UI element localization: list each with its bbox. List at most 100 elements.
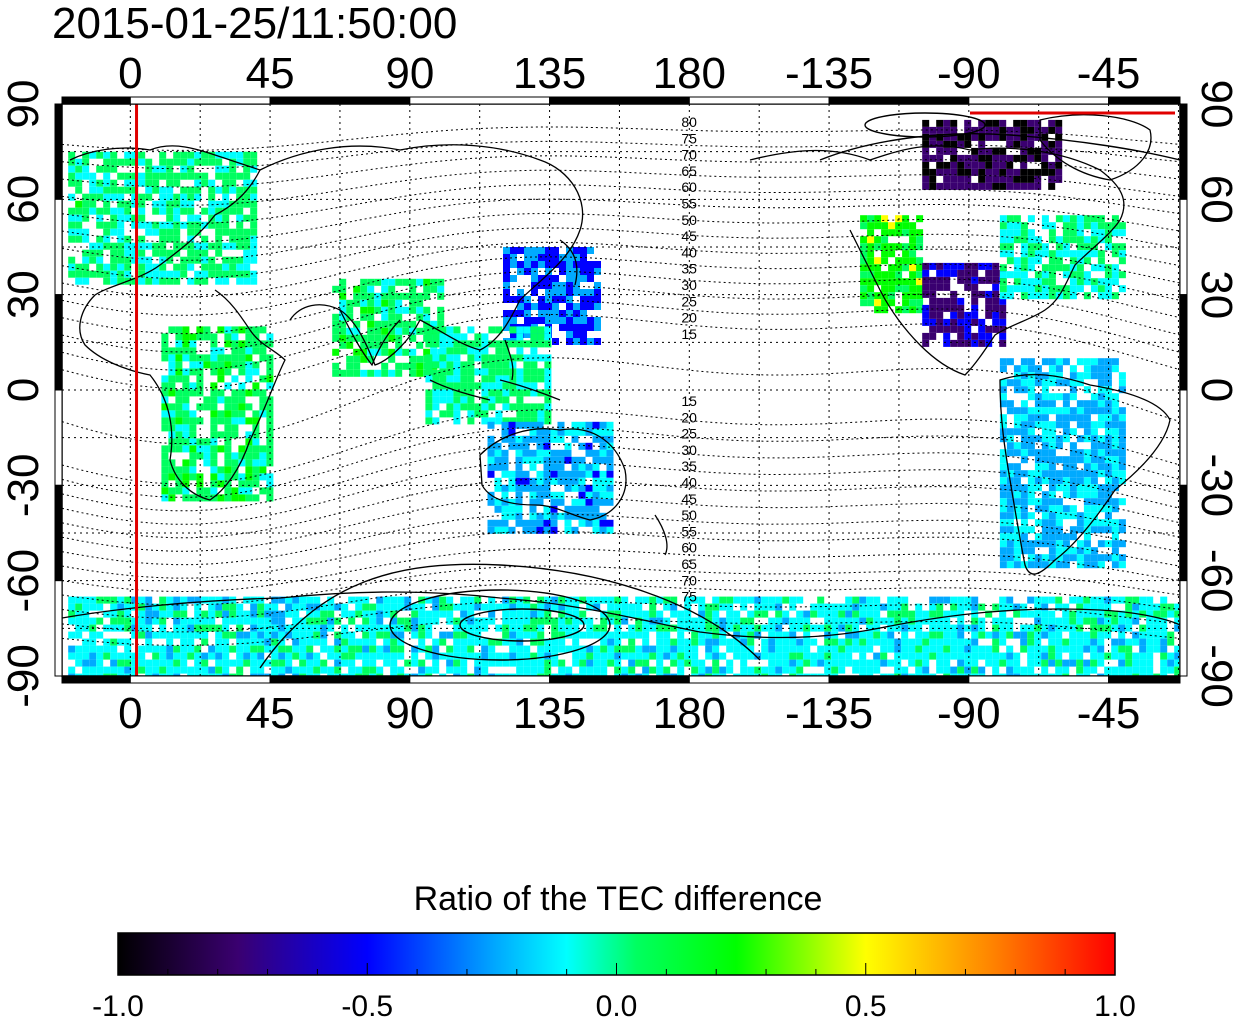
tec-cell — [1069, 393, 1077, 401]
tec-cell — [175, 487, 183, 495]
tec-cell — [264, 659, 272, 667]
tec-cell — [585, 491, 593, 499]
tec-cell — [1055, 484, 1063, 492]
tec-cell — [964, 276, 972, 284]
tec-cell — [82, 659, 90, 667]
tec-cell — [1062, 428, 1070, 436]
tec-cell — [229, 603, 237, 611]
tec-cell — [131, 652, 139, 660]
tec-cell — [250, 179, 258, 187]
tec-cell — [599, 477, 607, 485]
tec-cell — [1111, 428, 1119, 436]
tec-cell — [606, 519, 614, 527]
contour-label: 35 — [681, 261, 697, 277]
tec-cell — [488, 375, 496, 383]
tec-cell — [355, 624, 363, 632]
tec-cell — [238, 494, 246, 502]
tec-cell — [992, 673, 1000, 676]
tec-cell — [719, 652, 727, 660]
tec-cell — [201, 624, 209, 632]
tec-cell — [1013, 498, 1021, 506]
tec-cell — [670, 603, 678, 611]
tec-cell — [1125, 659, 1133, 667]
tec-cell — [446, 382, 454, 390]
colorbar-tick-label: 1.0 — [1094, 990, 1136, 1023]
contour-label: 45 — [681, 228, 697, 244]
tec-cell — [726, 645, 734, 653]
tec-cell — [208, 270, 216, 278]
tec-cell — [698, 666, 706, 674]
tec-cell — [1055, 554, 1063, 562]
tec-cell — [1013, 659, 1021, 667]
tec-cell — [523, 603, 531, 611]
tec-cell — [565, 645, 573, 653]
tec-cell — [810, 610, 818, 618]
tec-cell — [194, 221, 202, 229]
tec-cell — [909, 229, 917, 237]
tec-cell — [894, 659, 902, 667]
tec-cell — [250, 207, 258, 215]
tec-cell — [517, 289, 524, 296]
tec-cell — [201, 235, 209, 243]
tec-cell — [895, 229, 903, 237]
tec-cell — [978, 175, 986, 183]
tec-cell — [89, 256, 97, 264]
tec-cell — [545, 317, 552, 324]
tec-cell — [551, 659, 559, 667]
tec-cell — [1027, 133, 1035, 141]
tec-cell — [902, 264, 910, 272]
tec-cell — [1041, 456, 1049, 464]
tec-cell — [453, 361, 461, 369]
tec-cell — [817, 673, 825, 676]
tec-cell — [957, 175, 965, 183]
tec-cell — [222, 193, 230, 201]
tec-cell — [481, 673, 489, 676]
tec-cell — [1097, 603, 1105, 611]
tec-cell — [222, 263, 230, 271]
tec-cell — [691, 638, 699, 646]
tec-cell — [103, 200, 111, 208]
tec-cell — [460, 659, 468, 667]
tec-cell — [68, 179, 76, 187]
tec-cell — [508, 421, 516, 429]
tec-cell — [1174, 659, 1180, 667]
tec-cell — [964, 332, 972, 340]
tec-cell — [929, 276, 937, 284]
tec-cell — [327, 666, 335, 674]
tec-cell — [522, 470, 530, 478]
tec-cell — [929, 154, 937, 162]
tec-cell — [888, 299, 896, 307]
tec-cell — [957, 666, 965, 674]
tec-cell — [238, 473, 246, 481]
tec-cell — [222, 151, 230, 159]
tec-cell — [628, 610, 636, 618]
tec-cell — [530, 631, 538, 639]
tec-cell — [236, 186, 244, 194]
tec-cell — [614, 645, 622, 653]
tec-cell — [621, 610, 629, 618]
tec-cell — [313, 659, 321, 667]
tec-cell — [180, 263, 188, 271]
tec-cell — [635, 603, 643, 611]
tec-cell — [573, 317, 580, 324]
tec-cell — [96, 270, 104, 278]
tec-cell — [559, 289, 566, 296]
tec-cell — [712, 659, 720, 667]
tec-cell — [1111, 271, 1119, 279]
tec-cell — [803, 659, 811, 667]
tec-cell — [544, 610, 552, 618]
tec-cell — [168, 389, 176, 397]
tec-cell — [1062, 292, 1070, 300]
tec-cell — [264, 610, 272, 618]
tec-cell — [566, 261, 573, 268]
tec-cell — [566, 331, 573, 338]
tec-cell — [922, 182, 930, 190]
tec-cell — [425, 340, 433, 348]
tec-cell — [117, 249, 125, 257]
tec-cell — [1097, 596, 1105, 604]
tec-cell — [1069, 547, 1077, 555]
tec-cell — [306, 659, 314, 667]
tec-cell — [416, 341, 424, 349]
tec-cell — [215, 631, 223, 639]
magnetic-contour — [62, 155, 1180, 188]
